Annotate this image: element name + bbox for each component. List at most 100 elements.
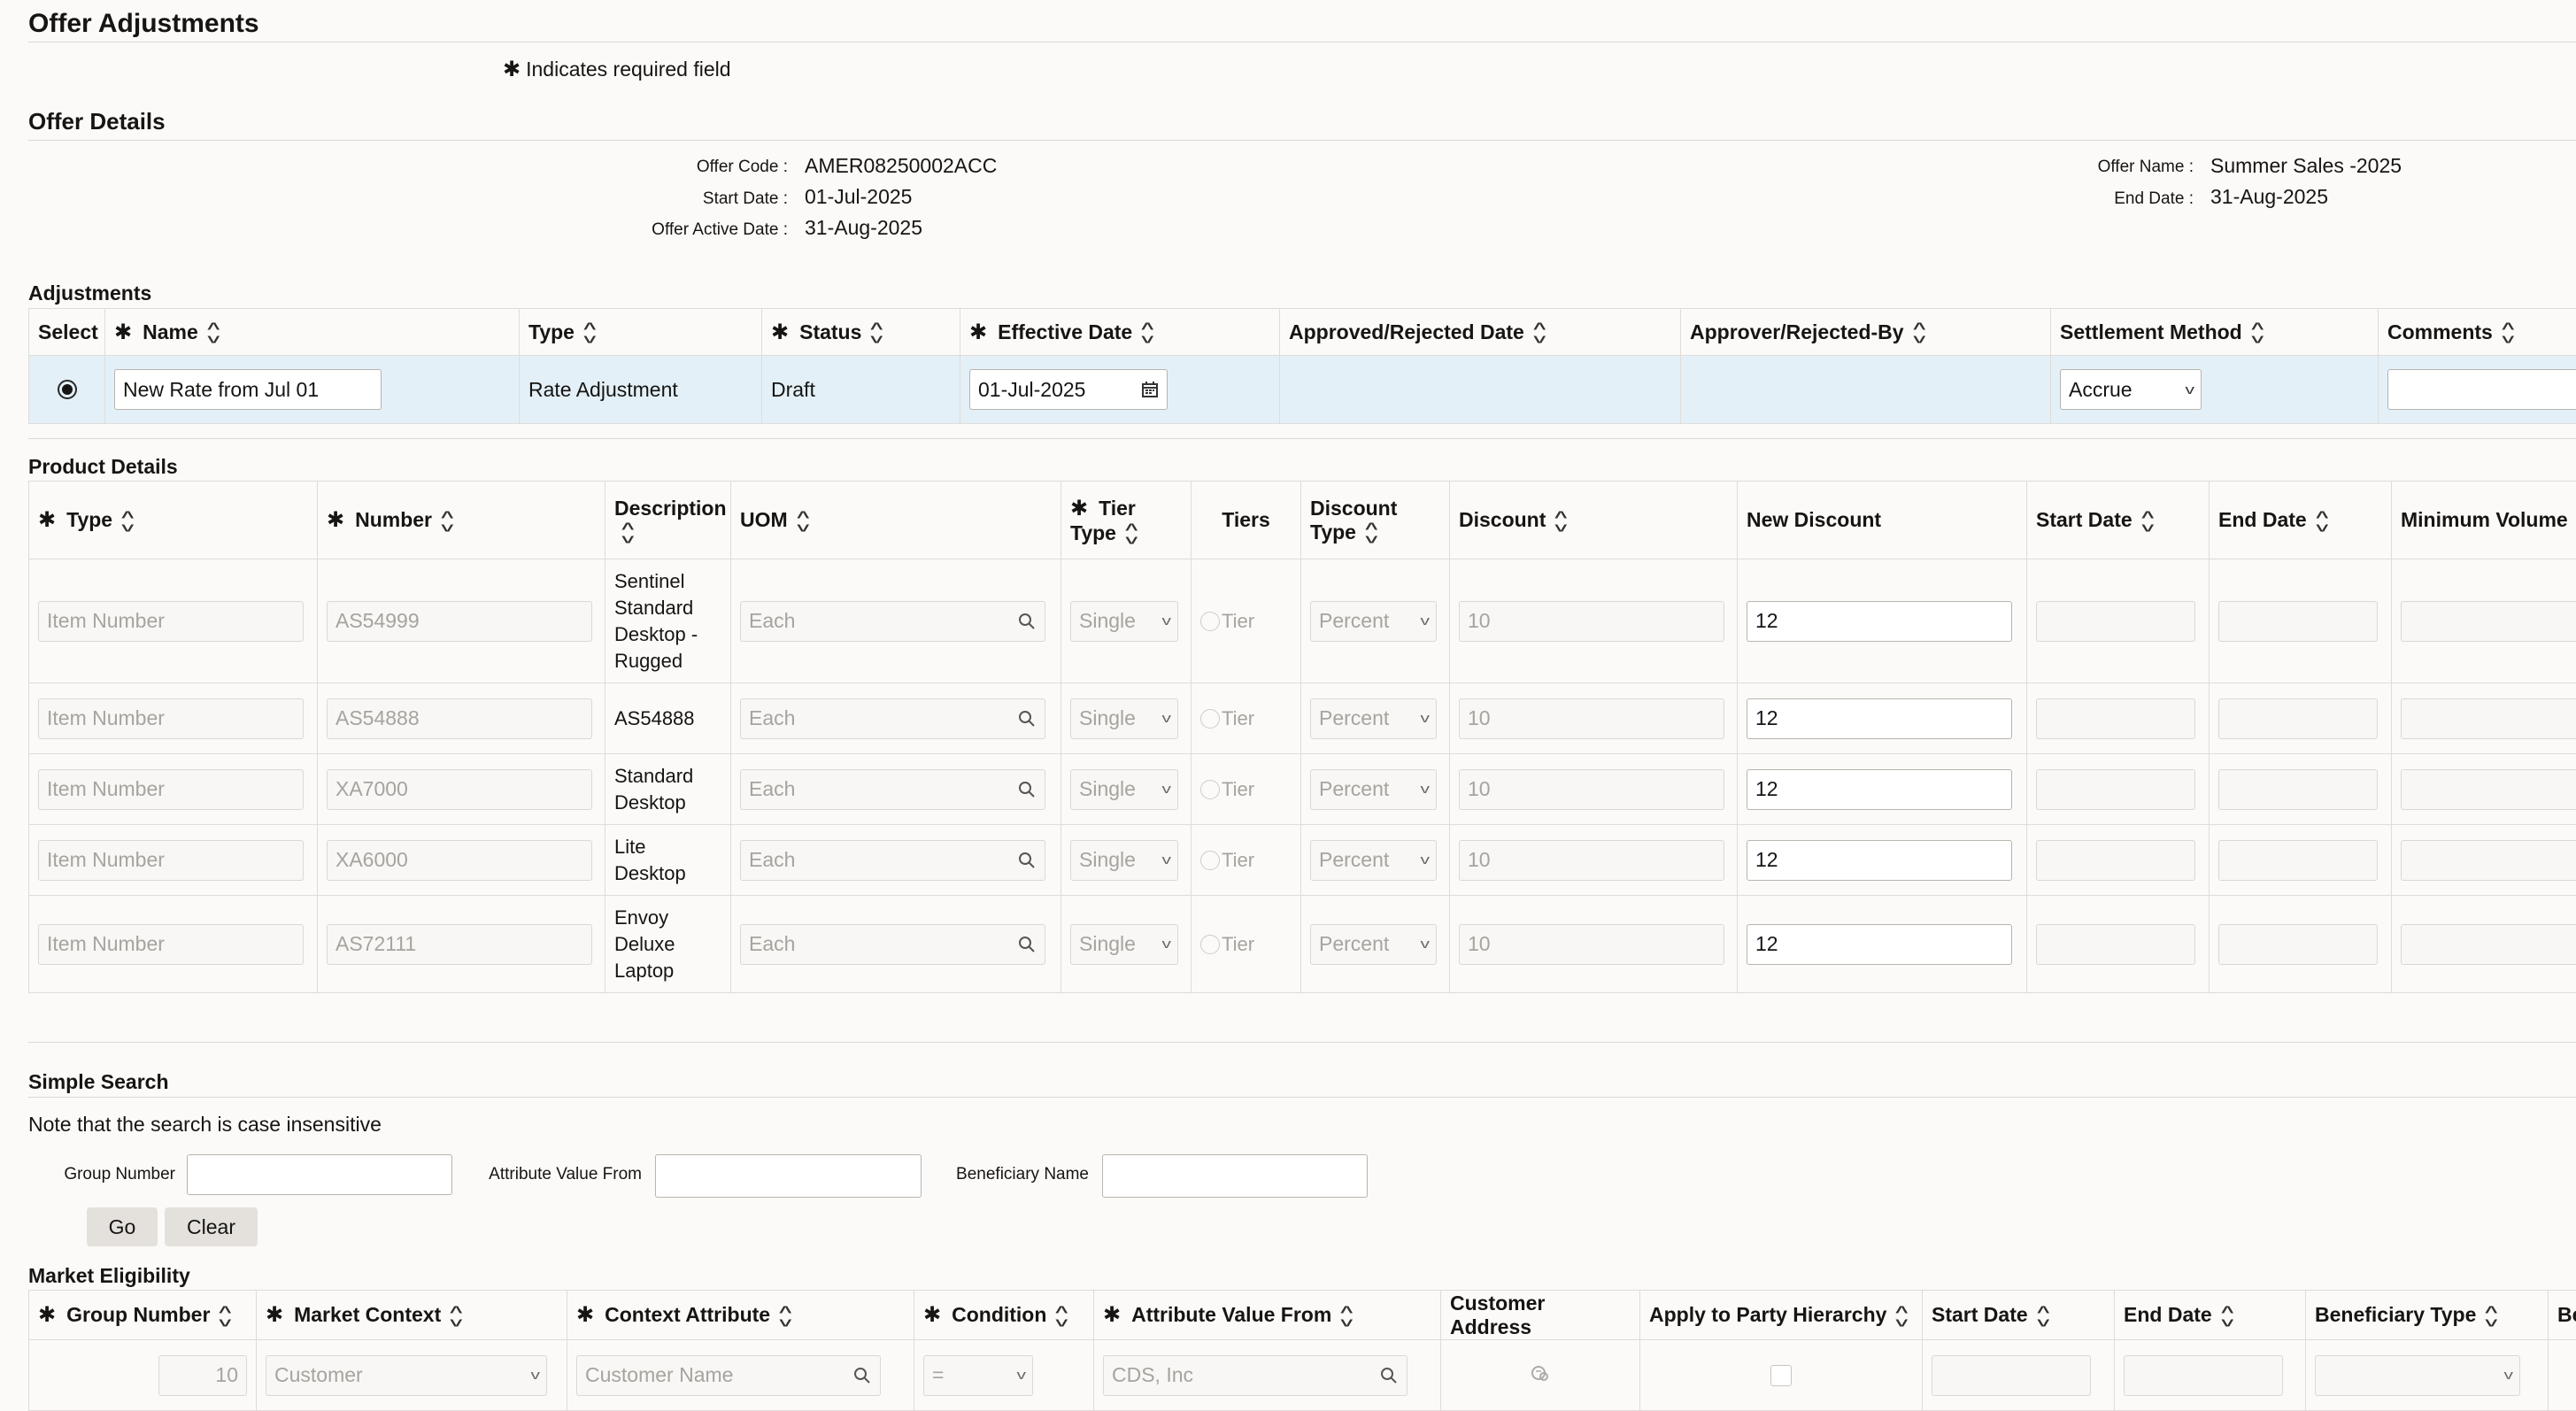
column-header-apply-to-party-hierarchy[interactable]: Apply to Party Hierarchy^^ xyxy=(1640,1291,1923,1340)
column-header-number[interactable]: ✱Number^^ xyxy=(318,482,605,559)
column-header-market-context[interactable]: ✱Market Context^^ xyxy=(257,1291,567,1340)
search-icon[interactable] xyxy=(1017,780,1037,799)
column-header-effective-date[interactable]: ✱Effective Date^^ xyxy=(960,309,1280,356)
tiers-radio[interactable]: Tier xyxy=(1200,707,1292,730)
end-date-input[interactable] xyxy=(2218,924,2378,965)
new-discount-input[interactable]: 12 xyxy=(1747,698,2012,739)
number-field[interactable]: AS72111 xyxy=(327,924,592,965)
type-field[interactable]: Item Number xyxy=(38,924,304,965)
sort-icon[interactable]: ^^ xyxy=(1897,1307,1907,1325)
context-attribute-input[interactable]: Customer Name xyxy=(576,1355,881,1396)
column-header-type[interactable]: Type^^ xyxy=(520,309,762,356)
column-header-end-date[interactable]: End Date^^ xyxy=(2210,482,2392,559)
column-header-uom[interactable]: UOM^^ xyxy=(731,482,1061,559)
search-icon[interactable] xyxy=(1017,612,1037,631)
search-icon[interactable] xyxy=(852,1366,872,1385)
address-icon[interactable] xyxy=(1529,1361,1552,1384)
uom-input[interactable]: Each xyxy=(740,769,1045,810)
column-header-group-number[interactable]: ✱Group Number^^ xyxy=(29,1291,257,1340)
minimum-volume-input[interactable] xyxy=(2401,924,2576,965)
new-discount-input[interactable]: 12 xyxy=(1747,924,2012,965)
discount-field[interactable]: 10 xyxy=(1459,769,1724,810)
name-input[interactable]: New Rate from Jul 01 xyxy=(114,369,382,410)
select-radio[interactable] xyxy=(58,380,77,399)
discount-field[interactable]: 10 xyxy=(1459,924,1724,965)
sort-icon[interactable]: ^^ xyxy=(623,524,633,542)
start-date-input[interactable] xyxy=(2036,601,2195,642)
new-discount-input[interactable]: 12 xyxy=(1747,601,2012,642)
column-header-end-date[interactable]: End Date^^ xyxy=(2115,1291,2306,1340)
sort-icon[interactable]: ^^ xyxy=(1535,324,1545,342)
number-field[interactable]: XA6000 xyxy=(327,840,592,881)
column-header-type[interactable]: ✱Type^^ xyxy=(29,482,318,559)
attribute-value-from-field[interactable]: CDS, Inc xyxy=(1103,1355,1408,1396)
sort-icon[interactable]: ^^ xyxy=(2039,1307,2048,1325)
type-field[interactable]: Item Number xyxy=(38,601,304,642)
tiers-radio[interactable]: Tier xyxy=(1200,849,1292,872)
beneficiary-name-input[interactable] xyxy=(1102,1154,1368,1198)
sort-icon[interactable]: ^^ xyxy=(443,513,452,530)
sort-icon[interactable]: ^^ xyxy=(451,1307,461,1325)
number-field[interactable]: XA7000 xyxy=(327,769,592,810)
sort-icon[interactable]: ^^ xyxy=(1143,324,1153,342)
discount-field[interactable]: 10 xyxy=(1459,601,1724,642)
search-icon[interactable] xyxy=(1017,935,1037,954)
column-header-status[interactable]: ✱Status^^ xyxy=(762,309,960,356)
condition-select[interactable]: =v xyxy=(923,1355,1033,1396)
column-header-condition[interactable]: ✱Condition^^ xyxy=(914,1291,1094,1340)
end-date-input[interactable] xyxy=(2218,698,2378,739)
sort-icon[interactable]: ^^ xyxy=(585,324,595,342)
number-field[interactable]: AS54999 xyxy=(327,601,592,642)
sort-icon[interactable]: ^^ xyxy=(781,1307,791,1325)
start-date-input[interactable] xyxy=(2036,769,2195,810)
uom-input[interactable]: Each xyxy=(740,840,1045,881)
column-header-settlement-method[interactable]: Settlement Method^^ xyxy=(2051,309,2379,356)
uom-input[interactable]: Each xyxy=(740,924,1045,965)
sort-icon[interactable]: ^^ xyxy=(1915,324,1924,342)
sort-icon[interactable]: ^^ xyxy=(1057,1307,1067,1325)
group-number-input[interactable] xyxy=(187,1154,452,1195)
column-header-context-attribute[interactable]: ✱Context Attribute^^ xyxy=(567,1291,914,1340)
sort-icon[interactable]: ^^ xyxy=(872,324,882,342)
sort-icon[interactable]: ^^ xyxy=(1367,524,1377,542)
sort-icon[interactable]: ^^ xyxy=(2318,513,2327,530)
end-date-input[interactable] xyxy=(2124,1355,2283,1396)
sort-icon[interactable]: ^^ xyxy=(220,1307,230,1325)
new-discount-input[interactable]: 12 xyxy=(1747,769,2012,810)
tiers-radio[interactable]: Tier xyxy=(1200,778,1292,801)
attribute-value-from-input[interactable] xyxy=(655,1154,922,1198)
discount-field[interactable]: 10 xyxy=(1459,840,1724,881)
minimum-volume-input[interactable] xyxy=(2401,698,2576,739)
effective-date-input[interactable]: 01-Jul-2025 xyxy=(969,369,1168,410)
search-icon[interactable] xyxy=(1017,709,1037,729)
start-date-input[interactable] xyxy=(2036,924,2195,965)
end-date-input[interactable] xyxy=(2218,840,2378,881)
sort-icon[interactable]: ^^ xyxy=(123,513,133,530)
column-header-discount[interactable]: Discount^^ xyxy=(1450,482,1738,559)
uom-input[interactable]: Each xyxy=(740,698,1045,739)
start-date-input[interactable] xyxy=(1932,1355,2091,1396)
sort-icon[interactable]: ^^ xyxy=(2143,513,2153,530)
column-header-approver[interactable]: Approver/Rejected-By^^ xyxy=(1681,309,2051,356)
sort-icon[interactable]: ^^ xyxy=(2253,324,2263,342)
tiers-radio[interactable]: Tier xyxy=(1200,933,1292,956)
clear-button[interactable]: Clear xyxy=(165,1207,258,1246)
column-header-comments[interactable]: Comments^^ xyxy=(2379,309,2576,356)
minimum-volume-input[interactable] xyxy=(2401,769,2576,810)
sort-icon[interactable]: ^^ xyxy=(1127,525,1137,543)
start-date-input[interactable] xyxy=(2036,698,2195,739)
column-header-description[interactable]: Description^^ xyxy=(605,482,731,559)
